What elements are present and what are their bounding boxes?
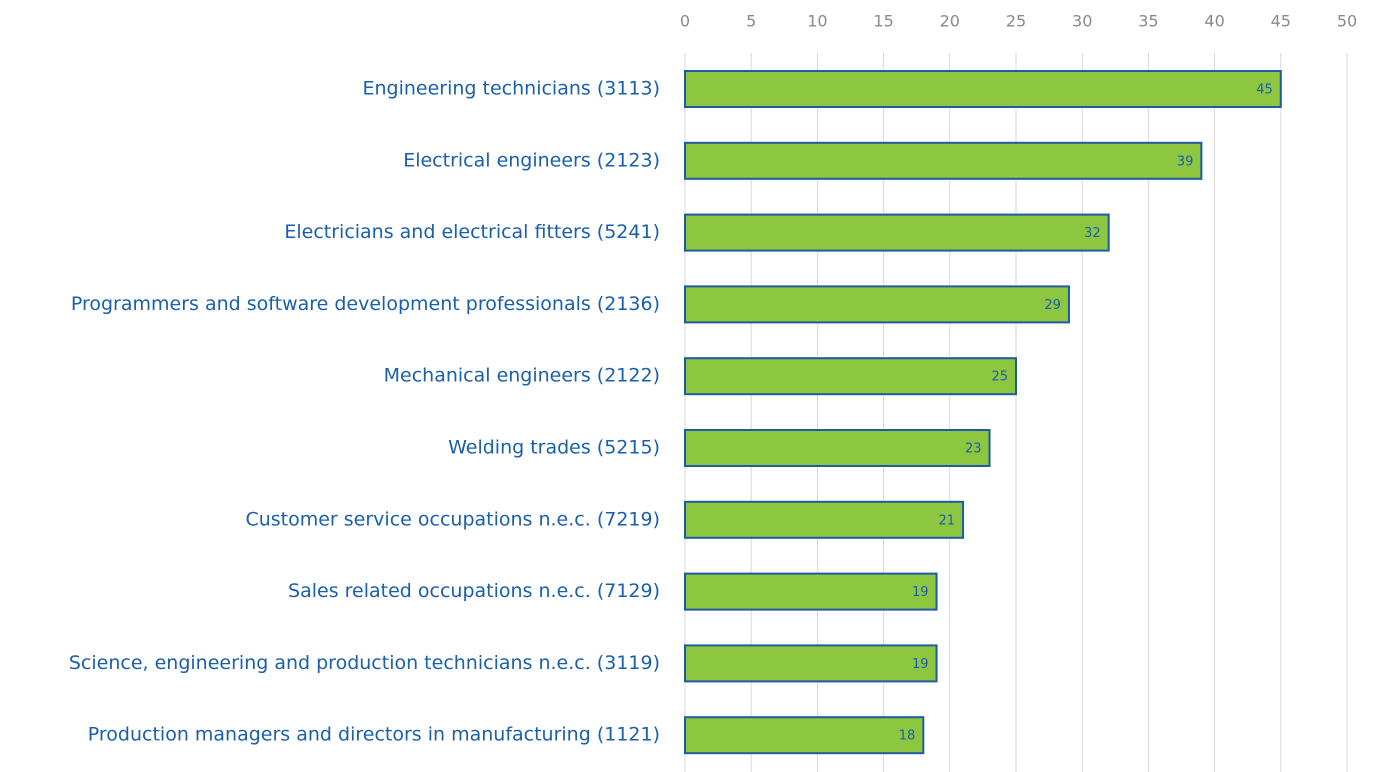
bar <box>684 357 1017 396</box>
bar <box>684 70 1282 108</box>
x-tick-label: 45 <box>1271 12 1291 31</box>
x-tick-label: 35 <box>1138 12 1158 31</box>
bar <box>684 644 938 683</box>
x-tick-label: 40 <box>1204 12 1224 31</box>
y-tick-label: Engineering technicians (3113) <box>362 78 660 100</box>
x-tick-label: 15 <box>873 12 893 31</box>
bar <box>684 285 1070 324</box>
x-tick-label: 10 <box>807 12 827 31</box>
data-label: 29 <box>1044 298 1061 313</box>
x-tick-label: 30 <box>1072 12 1092 31</box>
x-tick-label: 50 <box>1337 12 1357 31</box>
data-label: 25 <box>991 370 1008 385</box>
bar <box>684 141 1203 180</box>
data-label: 19 <box>912 585 929 600</box>
data-label: 21 <box>938 513 955 528</box>
data-label: 39 <box>1177 154 1194 169</box>
data-label: 32 <box>1084 226 1101 241</box>
x-tick-label: 0 <box>680 12 690 31</box>
bar <box>684 716 925 755</box>
bar <box>684 429 991 467</box>
y-tick-label: Sales related occupations n.e.c. (7129) <box>288 580 660 602</box>
bar <box>684 213 1110 252</box>
data-label: 18 <box>899 729 916 744</box>
y-tick-label: Production managers and directors in man… <box>88 724 660 746</box>
bar <box>684 500 965 539</box>
data-label: 45 <box>1256 83 1273 98</box>
y-tick-label: Mechanical engineers (2122) <box>384 365 660 387</box>
y-tick-label: Electrical engineers (2123) <box>403 149 660 171</box>
y-tick-label: Programmers and software development pro… <box>71 293 660 315</box>
bar <box>684 572 938 611</box>
y-tick-label: Customer service occupations n.e.c. (721… <box>245 508 660 530</box>
x-tick-label: 25 <box>1006 12 1026 31</box>
y-tick-label: Welding trades (5215) <box>448 437 660 459</box>
x-tick-label: 20 <box>940 12 960 31</box>
y-tick-label: Electricians and electrical fitters (524… <box>284 221 660 243</box>
data-label: 23 <box>965 442 982 457</box>
y-tick-label: Science, engineering and production tech… <box>69 652 660 674</box>
data-label: 19 <box>912 657 929 672</box>
x-tick-label: 5 <box>746 12 756 31</box>
